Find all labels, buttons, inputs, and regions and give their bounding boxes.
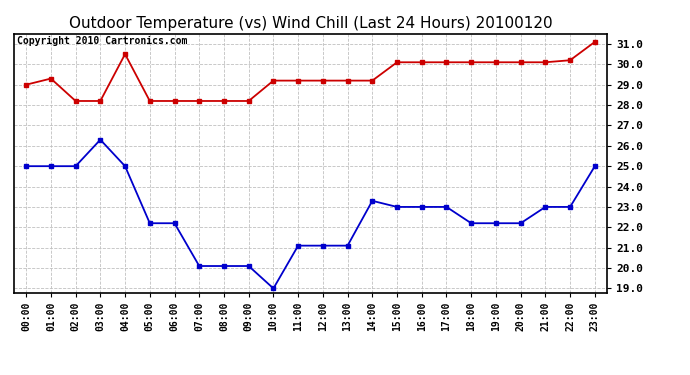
Text: Copyright 2010 Cartronics.com: Copyright 2010 Cartronics.com	[17, 36, 187, 46]
Title: Outdoor Temperature (vs) Wind Chill (Last 24 Hours) 20100120: Outdoor Temperature (vs) Wind Chill (Las…	[69, 16, 552, 31]
